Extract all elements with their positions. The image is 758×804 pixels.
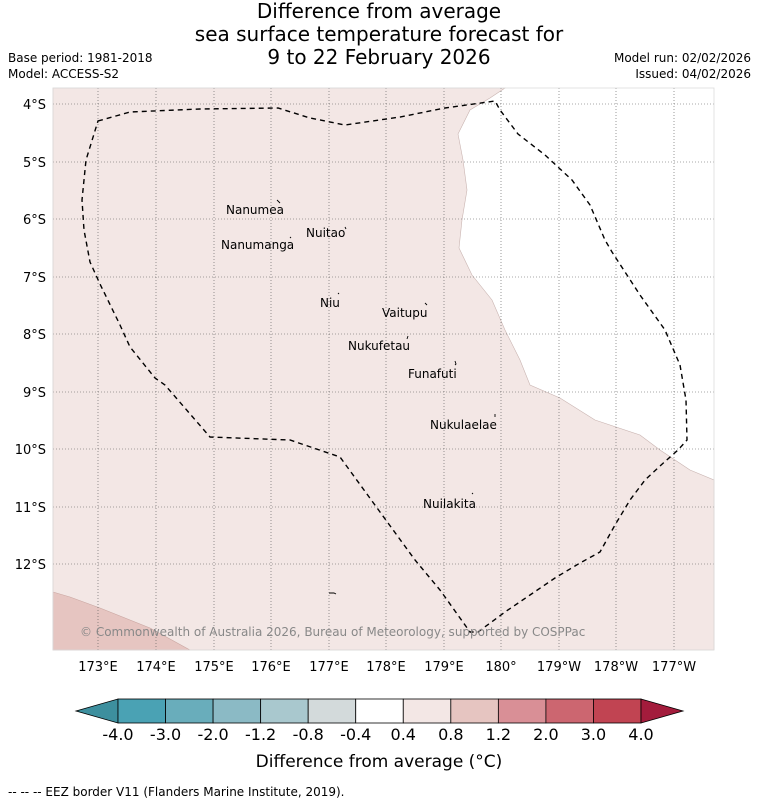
island-label-vaitupu: Vaitupu: [382, 306, 428, 320]
colorbar-tick-label: 0.8: [438, 725, 464, 744]
title-line-1: Difference from average: [256, 0, 502, 23]
model-name: Model: ACCESS-S2: [8, 67, 120, 81]
base-period: Base period: 1981-2018: [8, 51, 153, 65]
lat-tick-label: 4°S: [23, 98, 46, 113]
lat-tick-label: 12°S: [15, 558, 46, 573]
colorbar-segment: [260, 698, 309, 724]
lat-tick-label: 6°S: [23, 213, 46, 228]
lat-tick-label: 7°S: [23, 271, 46, 286]
island-marker-south: [329, 592, 337, 595]
colorbar-tick-label: -2.0: [197, 725, 229, 744]
lon-tick-label: 173°E: [78, 660, 118, 675]
lon-tick-label: 174°E: [136, 660, 176, 675]
island-label-nuilakita: Nuilakita: [423, 497, 476, 511]
island-marker-nukufetau: [406, 335, 409, 340]
lon-tick-label: 180°: [485, 660, 516, 675]
gridlines: [53, 88, 714, 650]
colorbar-segment: [165, 698, 214, 724]
lon-tick-label: 179°W: [537, 660, 581, 675]
colorbar-segment: [402, 698, 452, 724]
colorbar-tick-label: -3.0: [149, 725, 182, 744]
map-frame: [52, 87, 715, 651]
island-label-nukulaelae: Nukulaelae: [430, 418, 497, 432]
lat-tick-label: 8°S: [23, 328, 46, 343]
colorbar-segment: [117, 698, 166, 724]
island-label-nukufetau: Nukufetau: [348, 339, 410, 353]
colorbar-segment: [593, 698, 642, 724]
lon-tick-label: 178°E: [366, 660, 406, 675]
colorbar-segment: [212, 698, 262, 724]
island-label-nuitao: Nuitao: [306, 226, 345, 240]
eez-source-note: -- -- -- EEZ border V11 (Flanders Marine…: [8, 785, 345, 799]
colorbar-segment: [545, 698, 594, 724]
colorbar-extend-high: [640, 698, 685, 724]
island-label-niu: Niu: [320, 296, 340, 310]
longitude-labels: 173°E 174°E 175°E 176°E 177°E 178°E 179°E 180° 1…: [78, 660, 696, 675]
island-marker-vaitupu: [424, 302, 428, 306]
colorbar-segment: [497, 698, 547, 724]
colorbar-segment: [355, 698, 404, 724]
lat-tick-label: 5°S: [23, 156, 46, 171]
island-markers: [276, 199, 496, 595]
model-run: Model run: 02/02/2026: [613, 51, 751, 65]
lon-tick-label: 176°E: [251, 660, 291, 675]
title-line-2: sea surface temperature forecast for: [194, 22, 564, 46]
lon-tick-label: 179°E: [424, 660, 464, 675]
island-label-nanumea: Nanumea: [226, 203, 284, 217]
latitude-labels: 4°S 5°S 6°S 7°S 8°S 9°S 10°S 11°S 12°S: [15, 98, 46, 573]
island-marker-nanumanga: [289, 236, 292, 239]
colorbar: [74, 698, 685, 724]
island-marker-nuitao: [344, 226, 347, 230]
colorbar-tick-label: -0.4: [340, 725, 372, 744]
anomaly-region-0-4-0-8: [52, 87, 715, 651]
island-marker-nuilakita: [471, 492, 474, 495]
island-label-funafuti: Funafuti: [408, 367, 457, 381]
lon-tick-label: 177°E: [309, 660, 349, 675]
lat-tick-label: 9°S: [23, 386, 46, 401]
lat-tick-label: 10°S: [15, 443, 46, 458]
colorbar-tick-label: 3.0: [580, 725, 607, 744]
colorbar-segment: [307, 698, 357, 724]
colorbar-tick-label: 1.2: [485, 725, 512, 744]
colorbar-tick-label: 0.4: [390, 725, 416, 744]
colorbar-label: Difference from average (°C): [255, 752, 503, 772]
title-line-3: 9 to 22 February 2026: [267, 45, 491, 69]
island-marker-funafuti: [454, 360, 457, 366]
colorbar-tick-label: 2.0: [533, 725, 559, 744]
colorbar-tick-label: -1.2: [245, 725, 277, 744]
colorbar-segment: [450, 698, 499, 724]
colorbar-tick-label: -4.0: [102, 725, 134, 744]
lon-tick-label: 177°W: [652, 660, 696, 675]
colorbar-extend-low: [74, 698, 119, 724]
copyright-notice: © Commonwealth of Australia 2026, Bureau…: [80, 625, 585, 639]
lon-tick-label: 175°E: [194, 660, 234, 675]
lat-tick-label: 11°S: [15, 501, 46, 516]
island-label-nanumanga: Nanumanga: [221, 238, 294, 252]
colorbar-tick-label: -0.8: [292, 725, 324, 744]
colorbar-tick-label: 4.0: [628, 725, 654, 744]
lon-tick-label: 178°W: [594, 660, 638, 675]
island-marker-nanumea: [276, 199, 281, 204]
eez-boundary: [81, 100, 688, 633]
island-marker-niu: [337, 292, 340, 295]
issued-date: Issued: 04/02/2026: [635, 67, 751, 81]
